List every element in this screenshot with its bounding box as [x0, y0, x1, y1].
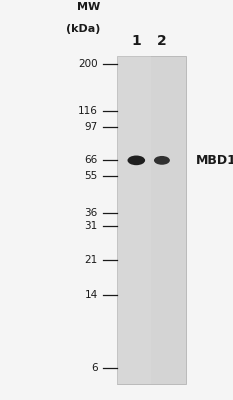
- Text: 1: 1: [131, 34, 141, 48]
- Text: MBD1: MBD1: [196, 154, 233, 167]
- Text: 6: 6: [91, 363, 98, 373]
- Text: 97: 97: [85, 122, 98, 132]
- Text: 200: 200: [78, 59, 98, 69]
- Text: 55: 55: [85, 171, 98, 181]
- Bar: [116, 56, 186, 384]
- Text: (kDa): (kDa): [66, 24, 100, 34]
- Text: 31: 31: [85, 221, 98, 231]
- Ellipse shape: [154, 156, 170, 165]
- Text: 2: 2: [157, 34, 167, 48]
- Text: 36: 36: [85, 208, 98, 218]
- Ellipse shape: [127, 156, 145, 165]
- Text: MW: MW: [77, 2, 100, 12]
- Bar: [116, 56, 151, 384]
- Text: 66: 66: [85, 155, 98, 165]
- Text: 14: 14: [85, 290, 98, 300]
- Text: 21: 21: [85, 255, 98, 265]
- Text: 116: 116: [78, 106, 98, 116]
